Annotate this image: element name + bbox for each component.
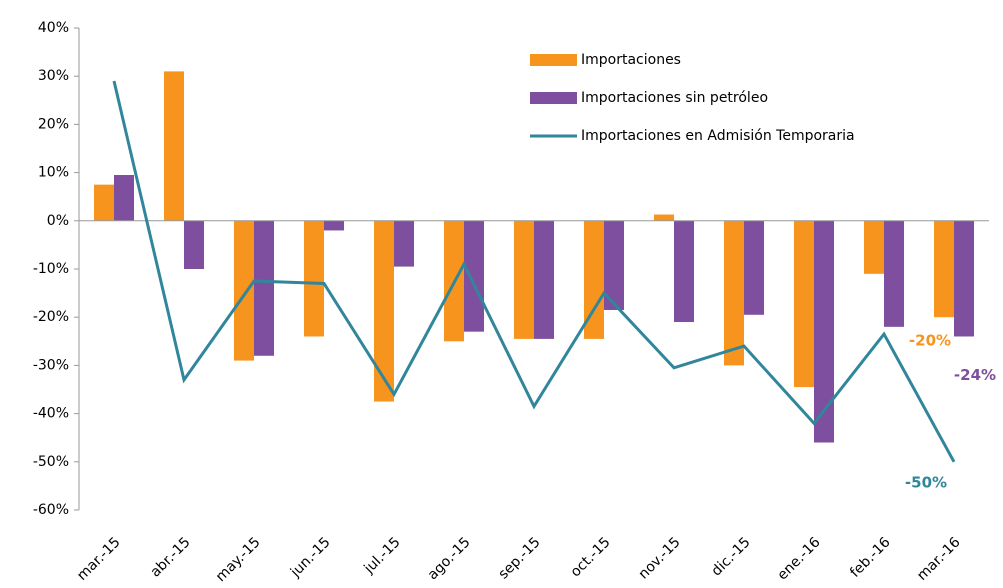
legend-label: Importaciones en Admisión Temporaria	[581, 128, 855, 144]
x-tick-label: jul.-15	[361, 534, 404, 577]
bar	[674, 220, 694, 323]
x-tick-label: mar.-15	[74, 534, 124, 584]
x-tick-label: dic.-15	[709, 534, 754, 579]
x-tick-label: jun.-15	[287, 534, 334, 581]
value-label: -20%	[909, 332, 951, 350]
bar	[94, 184, 114, 221]
value-label: -50%	[905, 473, 947, 491]
y-tick-label: -50%	[33, 454, 69, 470]
y-tick-label: -60%	[33, 502, 69, 518]
bar	[794, 220, 814, 388]
bar	[464, 220, 484, 332]
bar	[374, 220, 394, 402]
x-tick-label: ene.-16	[775, 534, 824, 583]
bar	[304, 220, 324, 337]
bar	[234, 220, 254, 361]
bar	[164, 71, 184, 221]
bar	[584, 220, 604, 339]
y-tick-label: 30%	[38, 68, 69, 84]
bar	[394, 220, 414, 267]
y-tick-label: -30%	[33, 357, 69, 373]
y-tick-label: 10%	[38, 165, 69, 181]
y-tick-label: -10%	[33, 261, 69, 277]
legend-label: Importaciones sin petróleo	[581, 90, 768, 106]
bar	[254, 220, 274, 356]
x-tick-label: abr.-15	[148, 534, 194, 580]
legend-swatch	[530, 54, 577, 66]
bar	[324, 220, 344, 231]
bar	[954, 220, 974, 337]
bar	[184, 220, 204, 269]
bar	[514, 220, 534, 339]
x-tick-label: may.-15	[213, 534, 264, 585]
x-tick-label: sep.-15	[495, 534, 543, 582]
x-tick-label: ago.-15	[425, 534, 474, 583]
x-tick-label: mar.-16	[914, 534, 964, 584]
x-tick-label: nov.-15	[636, 534, 684, 582]
bar	[934, 220, 954, 318]
bar	[884, 220, 904, 327]
x-tick-label: oct.-15	[568, 534, 614, 580]
legend-label: Importaciones	[581, 52, 681, 68]
y-tick-label: 20%	[38, 116, 69, 132]
bar	[534, 220, 554, 339]
bar	[744, 220, 764, 315]
line	[112, 80, 956, 463]
y-tick-label: -20%	[33, 309, 69, 325]
bar	[114, 175, 134, 221]
bar	[724, 220, 744, 366]
bar	[604, 220, 624, 310]
x-tick-label: feb.-16	[847, 534, 894, 581]
y-tick-label: 0%	[47, 213, 69, 229]
bar	[654, 214, 674, 221]
bar	[864, 220, 884, 274]
bar	[814, 220, 834, 443]
y-tick-label: 40%	[38, 20, 69, 36]
legend-swatch	[530, 92, 577, 104]
value-label: -24%	[954, 366, 996, 384]
y-tick-label: -40%	[33, 406, 69, 422]
